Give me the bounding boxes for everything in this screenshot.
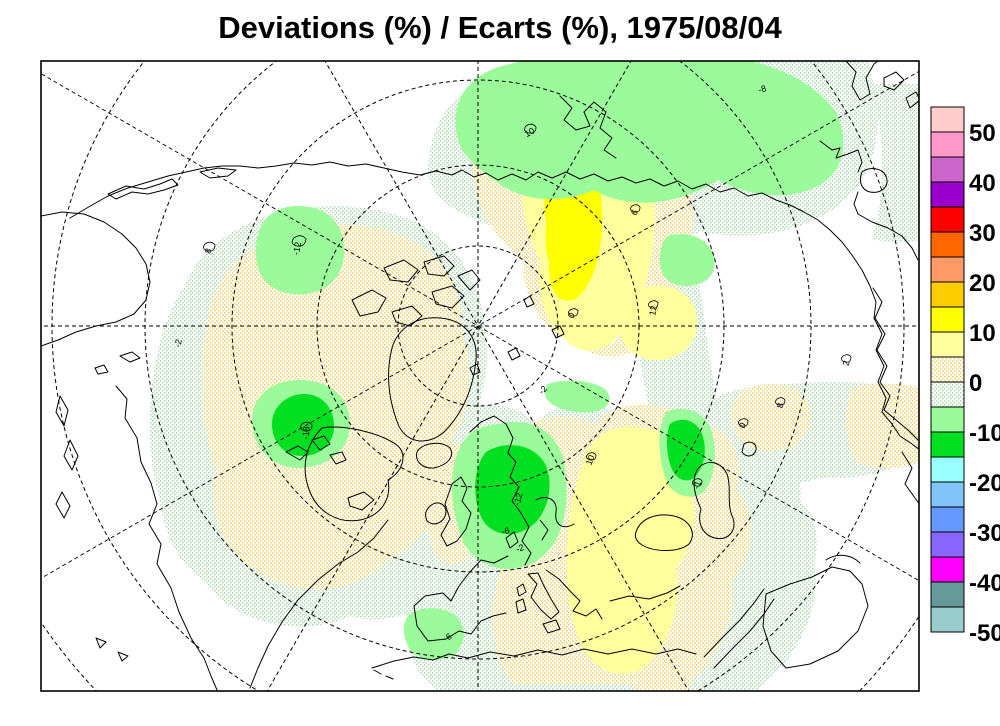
colorbar-cell bbox=[930, 181, 965, 208]
colorbar-cell bbox=[930, 406, 965, 433]
coast-okhotsk-inlets bbox=[107, 167, 237, 200]
coast-okhotsk-kamchatka bbox=[819, 140, 919, 261]
colorbar-cell bbox=[930, 481, 965, 508]
graticule-meridian bbox=[41, 70, 919, 579]
colorbar-tick-label: 30 bbox=[969, 220, 996, 247]
colorbar-cell bbox=[930, 106, 965, 133]
colorbar-cell bbox=[930, 431, 965, 458]
coast-na-west bbox=[55, 385, 218, 691]
colorbar: 50 40 30 20 10 0 -10 -20 -30 -40 -50 bbox=[930, 106, 1000, 647]
colorbar-cell bbox=[930, 206, 965, 233]
contour-label: 8 bbox=[775, 402, 786, 409]
coast-japan-islands bbox=[883, 71, 919, 109]
coast-kamchatka-peninsula bbox=[845, 61, 879, 101]
colorbar-cell bbox=[930, 531, 965, 558]
coast-na-east bbox=[249, 491, 389, 689]
colorbar-tick-label: 50 bbox=[969, 120, 996, 147]
contour-label: 10 bbox=[523, 126, 537, 140]
colorbar-tick-label: 0 bbox=[969, 370, 982, 397]
coast-asia-east bbox=[872, 287, 919, 505]
colorbar-cell bbox=[930, 131, 965, 158]
contour-label: 12 bbox=[647, 305, 659, 317]
coast-north-africa bbox=[371, 648, 697, 669]
coast-uk-ireland bbox=[425, 476, 472, 547]
contour-label: 0 bbox=[737, 421, 748, 430]
contour-label: -6 bbox=[501, 525, 511, 536]
colorbar-cell bbox=[930, 506, 965, 533]
coast-greenland bbox=[388, 317, 477, 442]
coast-europe bbox=[413, 555, 681, 642]
page-title: Deviations (%) / Ecarts (%), 1975/08/04 bbox=[218, 10, 782, 45]
colorbar-tick-label: 10 bbox=[969, 320, 996, 347]
contour-label: -1 bbox=[691, 479, 703, 490]
colorbar-cell bbox=[930, 331, 965, 358]
coast-alaska bbox=[41, 211, 151, 375]
coast-scandinavia bbox=[469, 415, 575, 566]
colorbar-cell bbox=[930, 381, 965, 408]
coast-white-sea bbox=[559, 95, 617, 159]
contour-label: -12 bbox=[512, 492, 525, 507]
coast-red-sea-arabia bbox=[703, 554, 869, 669]
colorbar-tick-label: 20 bbox=[969, 270, 996, 297]
contour-label: 8 bbox=[203, 247, 214, 255]
coast-great-lakes bbox=[285, 435, 347, 465]
contour-label: -2 bbox=[172, 338, 184, 348]
coast-hudson-bay bbox=[304, 426, 404, 522]
contour-squiggles bbox=[203, 123, 852, 487]
colorbar-cell bbox=[930, 556, 965, 583]
coastlines bbox=[41, 61, 919, 691]
coast-canadian-arctic bbox=[351, 255, 481, 327]
colorbar-cell bbox=[930, 606, 965, 633]
contour-label: -8 bbox=[757, 83, 767, 95]
colorbar-tick-label: -20 bbox=[969, 470, 1000, 497]
colorbar-cell bbox=[930, 581, 965, 608]
coast-iceland bbox=[416, 442, 453, 469]
colorbar-cell bbox=[930, 456, 965, 483]
colorbar-cell bbox=[930, 256, 965, 283]
contour-label: 10 bbox=[584, 454, 597, 467]
contour-label: 0 bbox=[566, 311, 577, 320]
coast-small-islands bbox=[95, 295, 565, 680]
contour-label: -6 bbox=[442, 631, 454, 644]
colorbar-tick-label: -50 bbox=[969, 620, 1000, 647]
coast-eurasia-arctic bbox=[69, 161, 919, 450]
colorbar-cell bbox=[930, 356, 965, 383]
colorbar-cell bbox=[930, 281, 965, 308]
colorbar-cell bbox=[930, 156, 965, 183]
coast-black-sea bbox=[634, 514, 693, 551]
colorbar-tick-label: 40 bbox=[969, 170, 996, 197]
band-minus15-10 bbox=[272, 394, 705, 534]
contour-label: -2 bbox=[514, 542, 525, 554]
colorbar-cell bbox=[930, 231, 965, 258]
colorbar-tick-label: -30 bbox=[969, 520, 1000, 547]
contour-label: 2 bbox=[841, 360, 852, 367]
coast-caspian bbox=[693, 441, 757, 540]
colorbar-tick-label: -10 bbox=[969, 420, 1000, 447]
colorbar-tick-label: -40 bbox=[969, 570, 1000, 597]
contour-label: -12 bbox=[291, 241, 303, 256]
contour-label: 6 bbox=[629, 208, 640, 217]
map-frame bbox=[40, 60, 920, 692]
contour-label: -18 bbox=[300, 426, 311, 440]
colorbar-cell bbox=[930, 306, 965, 333]
